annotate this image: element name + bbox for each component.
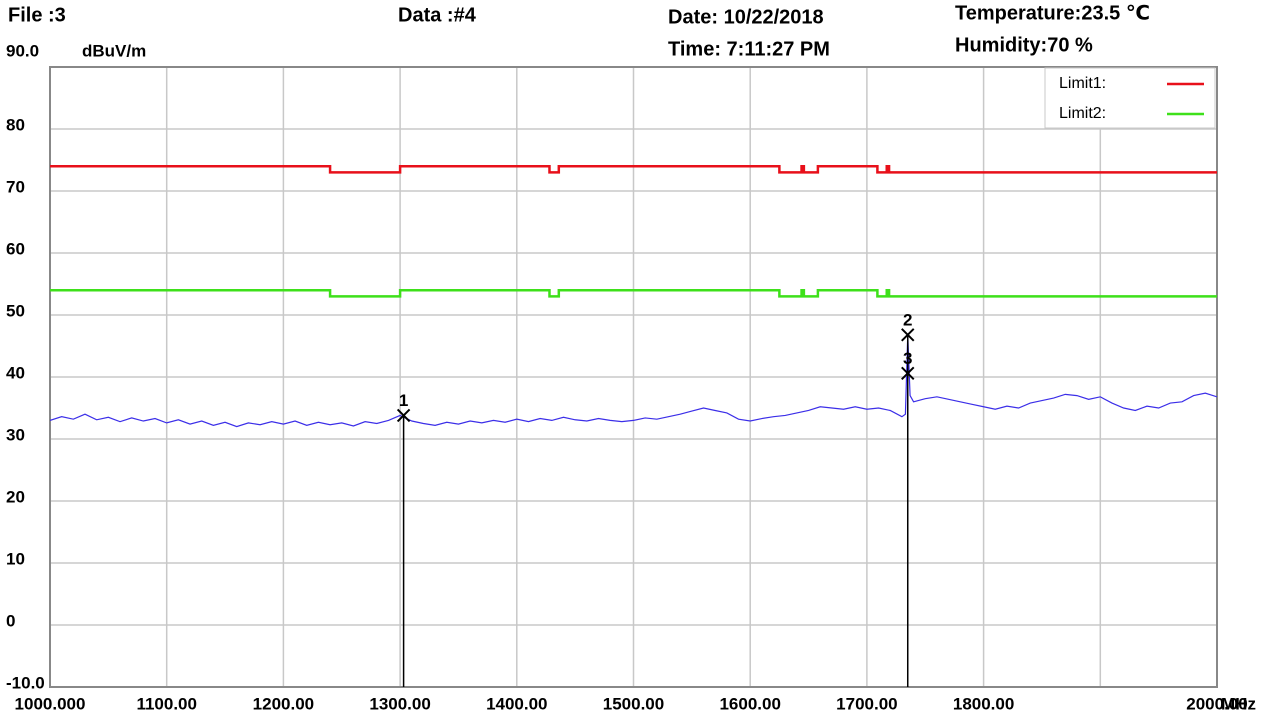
x-tick-label: 1400.00	[486, 694, 547, 713]
y-tick-label: 50	[6, 301, 25, 320]
x-tick-label: 1500.00	[603, 694, 664, 713]
marker-label: 3	[903, 349, 912, 368]
time-label: Time: 7:11:27 PM	[668, 38, 830, 60]
y-tick-label: 10	[6, 549, 25, 568]
marker-cross	[396, 408, 411, 423]
x-tick-label: 1200.00	[253, 694, 314, 713]
data-label: Data :#4	[398, 4, 477, 26]
x-tick-label: 2000.00	[1186, 694, 1247, 713]
y-tick-label: 40	[6, 363, 25, 382]
temperature-label: Temperature:23.5 ℃	[955, 2, 1150, 24]
x-tick-label: 1800.00	[953, 694, 1014, 713]
y-tick-label: 90.0	[6, 41, 39, 60]
marker-label: 1	[399, 391, 408, 410]
legend-label: Limit1:	[1059, 75, 1106, 92]
series-line	[50, 164, 1217, 174]
y-tick-label: 60	[6, 239, 25, 258]
file-label: File :3	[8, 4, 66, 26]
date-label: Date: 10/22/2018	[668, 6, 824, 28]
x-tick-label: 1100.00	[136, 694, 197, 713]
marker-label: 2	[903, 310, 912, 329]
y-tick-label: 0	[6, 611, 15, 630]
y-tick-label: 70	[6, 177, 25, 196]
plot-frame	[49, 66, 1218, 688]
y-tick-label: 20	[6, 487, 25, 506]
legend-label: Limit2:	[1059, 105, 1106, 122]
y-axis-unit: dBuV/m	[82, 41, 146, 60]
series-line	[50, 288, 1217, 298]
series-line	[50, 334, 1217, 428]
y-tick-label: 80	[6, 115, 25, 134]
y-tick-label: 30	[6, 425, 25, 444]
x-tick-label: 1300.00	[369, 694, 430, 713]
humidity-label: Humidity:70 %	[955, 34, 1093, 56]
marker-cross	[901, 328, 915, 342]
x-tick-label: 1000.000	[15, 694, 86, 713]
x-tick-label: 1600.00	[719, 694, 780, 713]
legend-box	[1044, 67, 1216, 129]
x-axis-unit: MHz	[1221, 694, 1256, 713]
x-tick-label: 1700.00	[836, 694, 897, 713]
y-tick-label: -10.0	[6, 673, 45, 692]
marker-cross	[901, 366, 915, 380]
